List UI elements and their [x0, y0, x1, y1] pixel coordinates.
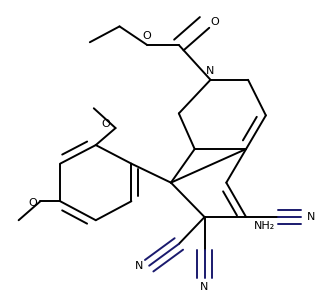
- Text: N: N: [206, 66, 215, 76]
- Text: O: O: [142, 31, 151, 41]
- Text: NH₂: NH₂: [254, 221, 275, 231]
- Text: N: N: [200, 282, 209, 292]
- Text: N: N: [307, 212, 315, 222]
- Text: O: O: [101, 119, 110, 129]
- Text: N: N: [135, 261, 144, 271]
- Text: O: O: [28, 198, 37, 208]
- Text: O: O: [210, 18, 219, 27]
